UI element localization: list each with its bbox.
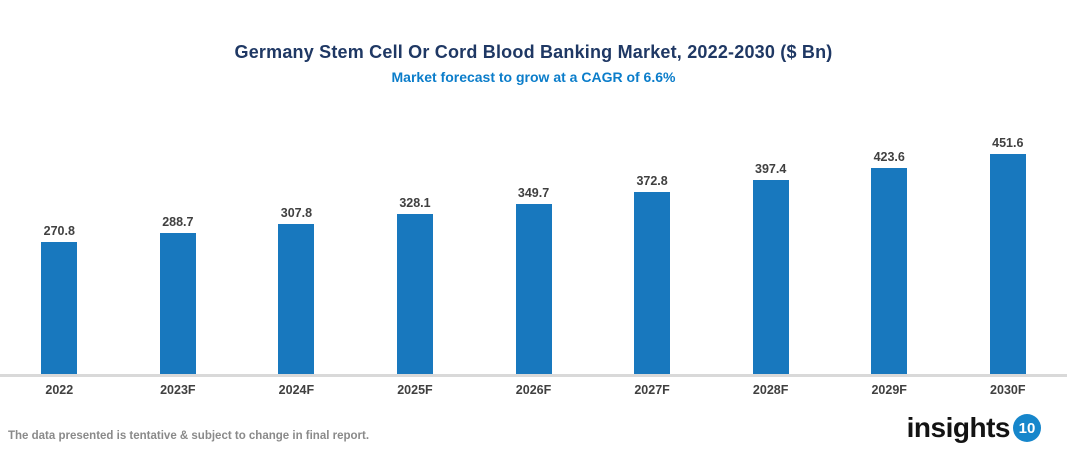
- value-label: 451.6: [992, 136, 1024, 150]
- bar-column: 397.4: [711, 109, 830, 374]
- logo-badge: 10: [1013, 414, 1041, 442]
- bar: [515, 204, 552, 374]
- chart-subtitle: Market forecast to grow at a CAGR of 6.6…: [391, 69, 676, 85]
- bar: [634, 192, 671, 374]
- bar: [159, 233, 196, 374]
- value-label: 307.8: [280, 206, 313, 220]
- bar: [989, 154, 1026, 374]
- x-tick-label: 2022: [45, 383, 74, 397]
- value-label: 349.7: [517, 186, 550, 200]
- footnote: The data presented is tentative & subjec…: [8, 430, 370, 442]
- bar: [41, 242, 78, 374]
- value-label: 270.8: [43, 224, 75, 238]
- value-label: 328.1: [399, 196, 431, 210]
- bar: [752, 180, 789, 374]
- bar-column: 372.8: [593, 109, 712, 374]
- insights10-logo: insights 10: [907, 412, 1041, 444]
- x-tick-label: 2029F: [871, 383, 907, 397]
- x-tick-label: 2030F: [990, 383, 1026, 397]
- x-tick-label: 2024F: [278, 383, 315, 397]
- x-tick-label: 2026F: [515, 383, 552, 397]
- value-label: 372.8: [636, 174, 668, 188]
- x-tick-label: 2023F: [160, 383, 196, 397]
- logo-text: insights: [906, 412, 1011, 443]
- bar: [871, 168, 908, 374]
- x-axis-line: [0, 374, 1067, 377]
- bar-column: 307.8: [237, 109, 356, 374]
- bar-column: 328.1: [356, 109, 475, 374]
- bar-column: 451.6: [949, 109, 1067, 374]
- x-axis-tick-labels: 2022 2023F 2024F 2025F 2026F 2027F 2028F 2029F 2…: [0, 377, 1067, 397]
- bar-plot-area: 270.8 288.7 307.8 328.1 349.7 372.8 397.4 423.6…: [0, 109, 1067, 397]
- chart-header: Germany Stem Cell Or Cord Blood Banking …: [0, 0, 1067, 85]
- x-tick-label: 2027F: [634, 383, 670, 397]
- bar-column: 423.6: [830, 109, 949, 374]
- chart-title: Germany Stem Cell Or Cord Blood Banking …: [234, 42, 833, 62]
- bar: [278, 224, 315, 374]
- bar-column: 349.7: [474, 109, 593, 374]
- bars-container: 270.8 288.7 307.8 328.1 349.7 372.8 397.4 423.6…: [0, 109, 1067, 374]
- value-label: 423.6: [873, 150, 905, 164]
- x-tick-label: 2028F: [752, 383, 789, 397]
- x-tick-label: 2025F: [397, 383, 433, 397]
- bar-column: 270.8: [0, 109, 119, 374]
- bar-column: 288.7: [119, 109, 238, 374]
- bar: [396, 214, 433, 374]
- value-label: 288.7: [162, 215, 194, 229]
- value-label: 397.4: [755, 162, 787, 176]
